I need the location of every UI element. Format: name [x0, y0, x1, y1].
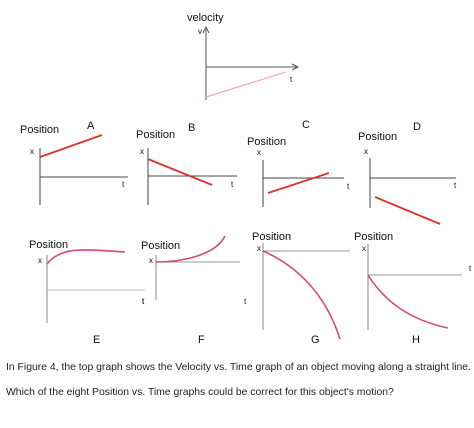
panel-c-title: Position: [247, 136, 287, 148]
panel-g-letter: G: [311, 334, 320, 346]
panel-b-letter: B: [188, 122, 196, 134]
panel-a-x-label: t: [122, 180, 125, 189]
panel-g-curve: [262, 250, 341, 340]
panel-b-graph: [147, 148, 237, 205]
panel-b-x-label: t: [231, 180, 234, 189]
question-line-2: Which of the eight Position vs. Time gra…: [6, 387, 394, 398]
velocity-y-label: v: [198, 27, 202, 36]
velocity-x-label: t: [290, 75, 293, 84]
question-line-1: In Figure 4, the top graph shows the Vel…: [6, 362, 471, 373]
velocity-line: [205, 71, 287, 98]
panel-f-curve: [155, 235, 226, 263]
panel-d-title: Position: [358, 131, 398, 143]
panel-a-line: [39, 134, 103, 158]
panel-e-curve: [46, 249, 126, 265]
panel-a-letter: A: [87, 120, 95, 132]
panel-e-x-label: t: [142, 297, 145, 306]
velocity-y-arrow: [202, 25, 210, 34]
panel-d-line: [374, 196, 441, 225]
velocity-graph: [202, 25, 300, 100]
panel-f-title: Position: [141, 240, 181, 252]
panel-g-y-label: x: [257, 244, 261, 253]
panel-b-line: [147, 158, 213, 186]
panel-a-graph: [39, 134, 128, 205]
panel-c-y-label: x: [257, 148, 261, 157]
panel-e-y-label: x: [38, 256, 42, 265]
panel-f-graph: [155, 235, 240, 300]
panel-d-letter: D: [413, 121, 421, 133]
panel-g-x-label: t: [244, 297, 247, 306]
panel-g-title: Position: [252, 231, 292, 243]
panel-f-y-label: x: [149, 256, 153, 265]
panel-h-y-label: x: [362, 244, 366, 253]
panel-c-letter: C: [302, 119, 310, 131]
panel-a-title: Position: [20, 124, 60, 136]
panel-d-graph: [369, 158, 456, 225]
panel-h-curve: [367, 274, 449, 329]
panel-c-graph: [262, 160, 344, 207]
panel-e-letter: E: [93, 334, 101, 346]
panel-b-y-label: x: [140, 147, 144, 156]
panel-c-line: [267, 172, 330, 194]
panel-h-graph: [367, 244, 462, 330]
panel-h-title: Position: [354, 231, 394, 243]
panel-f-x-label: t: [142, 297, 145, 306]
panel-b-title: Position: [136, 129, 176, 141]
panel-e-title: Position: [29, 239, 69, 251]
panel-h-letter: H: [412, 334, 420, 346]
panel-d-y-label: x: [364, 147, 368, 156]
panel-g-graph: [262, 243, 350, 340]
panel-h-x-label: t: [469, 264, 472, 273]
velocity-x-arrow: [291, 63, 300, 71]
panel-f-letter: F: [198, 334, 205, 346]
panel-d-x-label: t: [454, 181, 457, 190]
panel-a-y-label: x: [30, 147, 34, 156]
velocity-graph-title: velocity: [187, 12, 224, 24]
panel-e-graph: [46, 249, 145, 323]
panel-c-x-label: t: [347, 182, 350, 191]
